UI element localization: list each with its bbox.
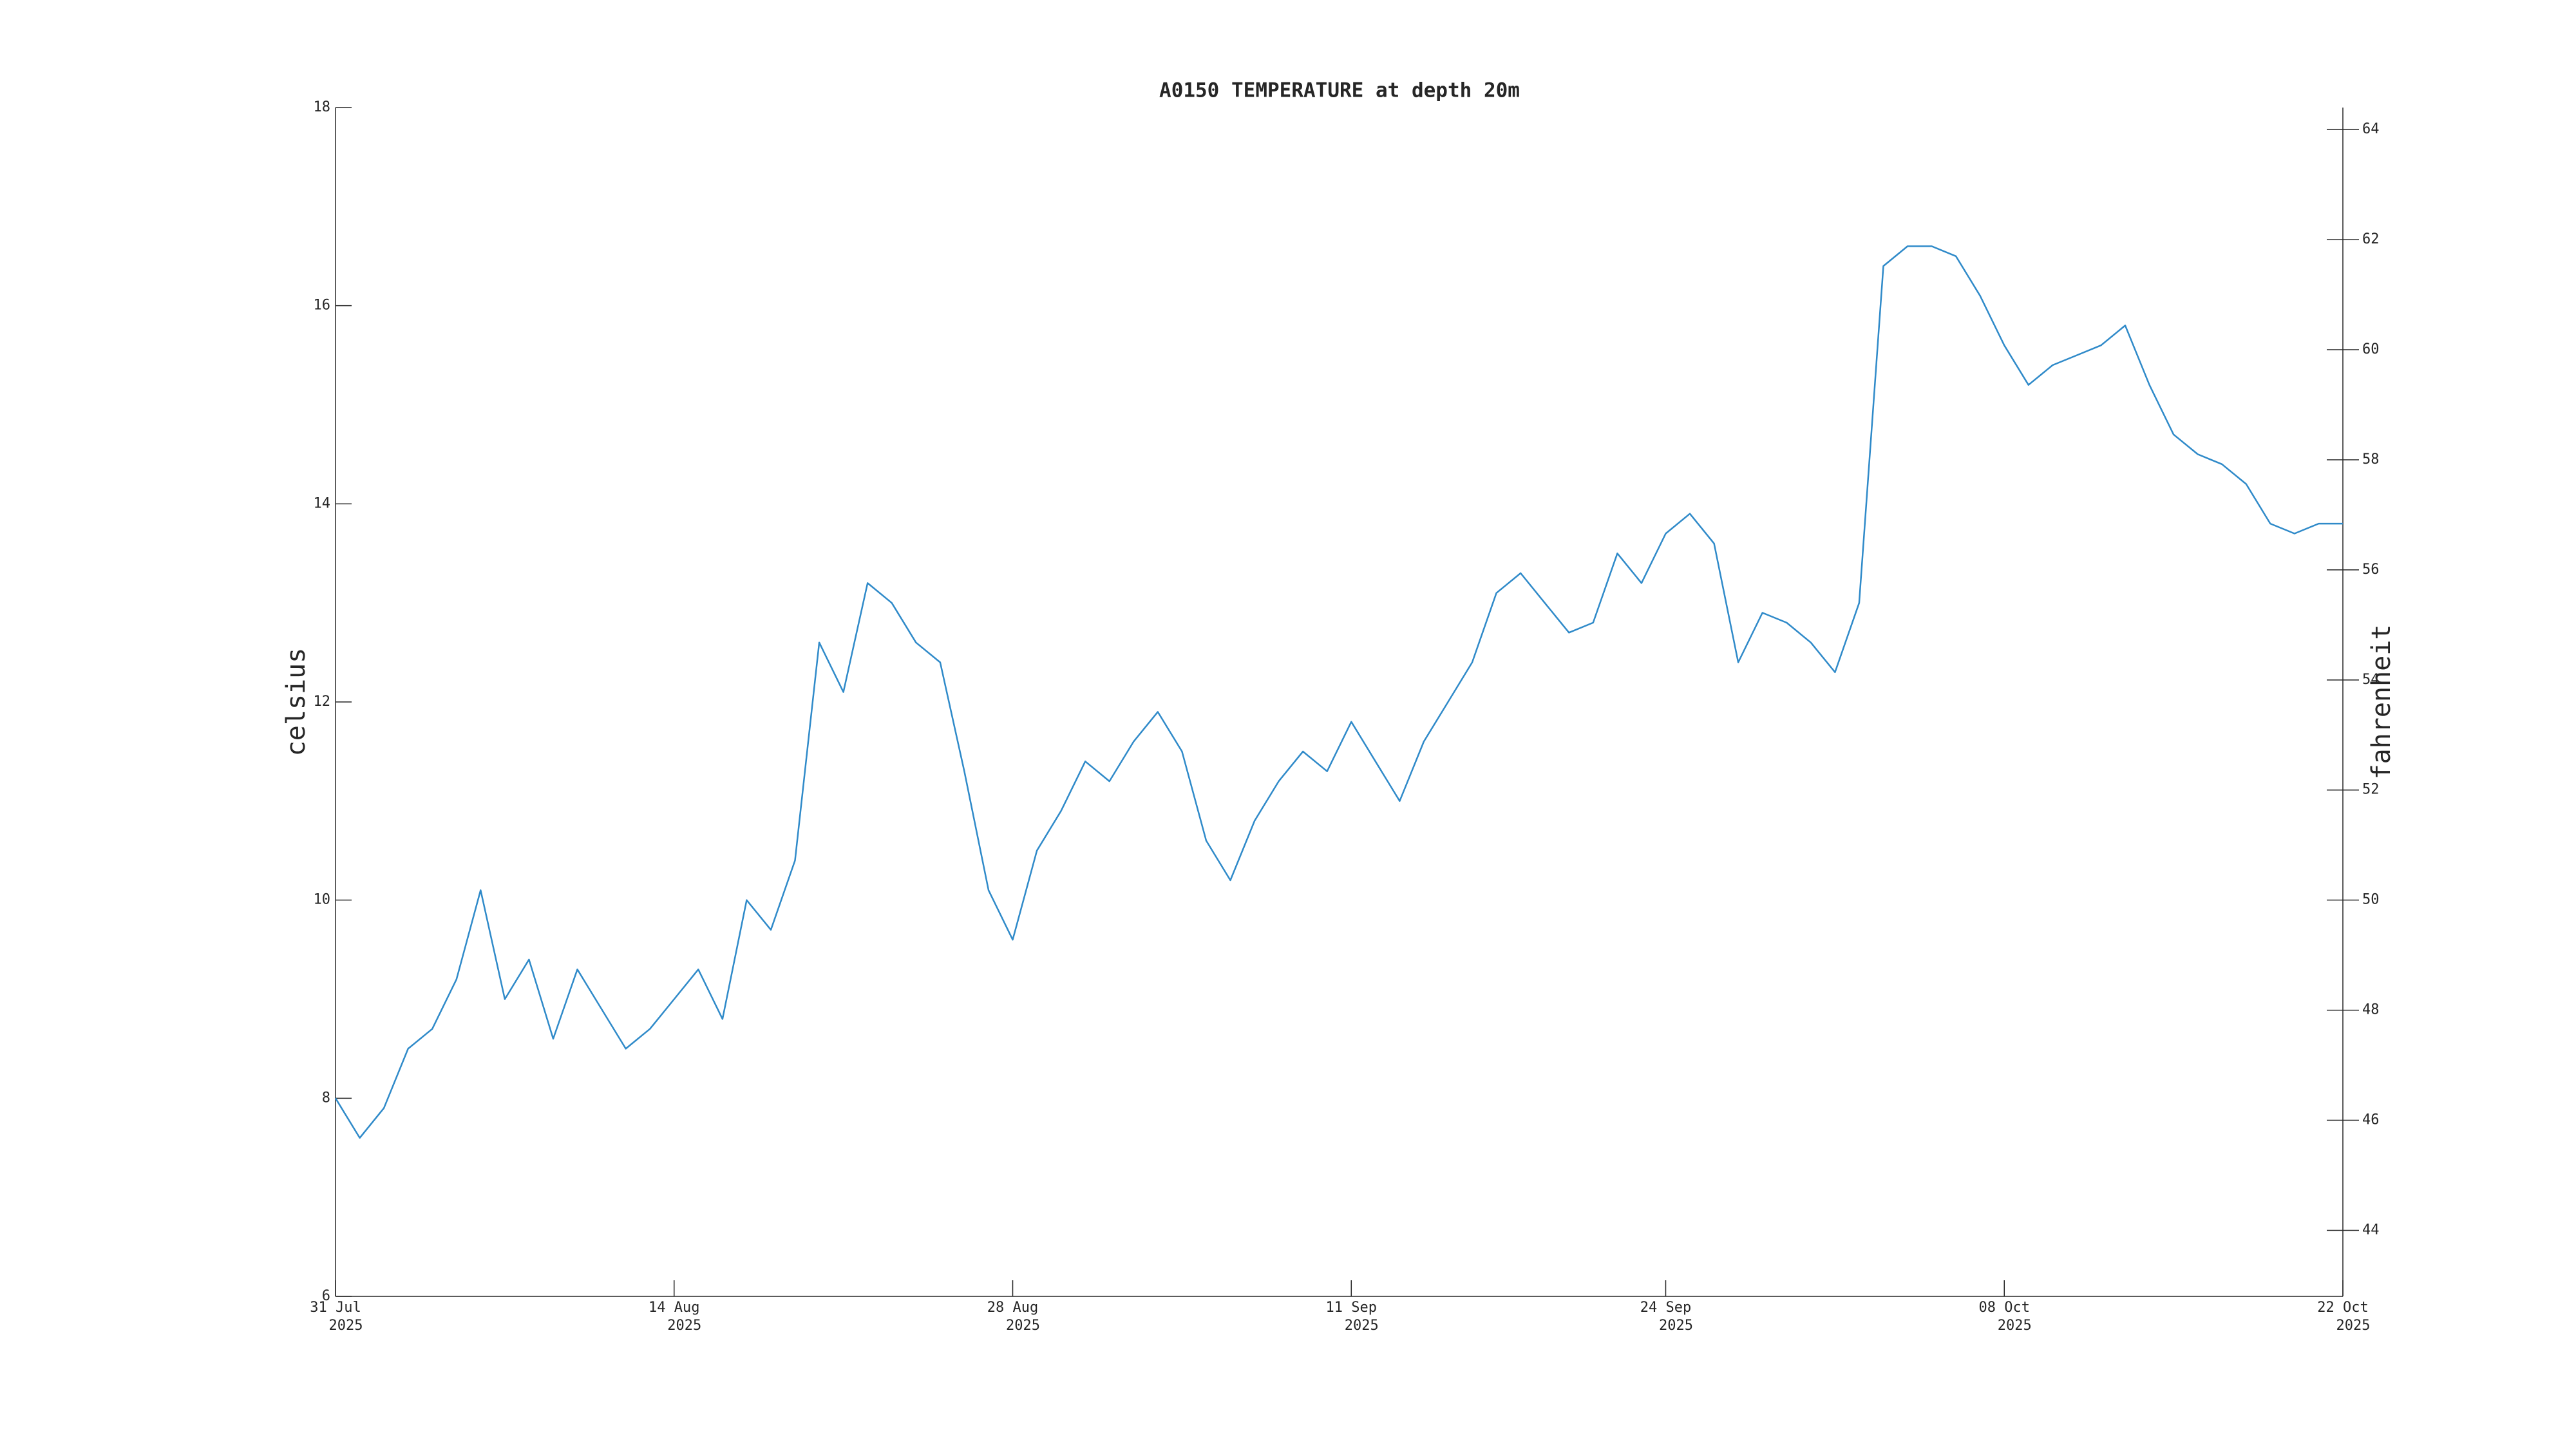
y2-tick-label: 46 [2362,1112,2380,1128]
y-tick-label: 14 [314,495,331,511]
x-tick-label: 2025 [667,1318,701,1334]
x-tick-label: 2025 [1345,1318,1379,1334]
y2-tick-label: 56 [2362,562,2380,578]
y-tick-label: 10 [314,892,331,908]
x-tick-label: 22 Oct [2317,1300,2368,1316]
x-tick-label: 2025 [329,1318,363,1334]
y2-axis-label: fahrenheit [2367,625,2396,780]
x-tick-label: 24 Sep [1640,1300,1691,1316]
chart-title: A0150 TEMPERATURE at depth 20m [1159,79,1520,102]
y-tick-label: 12 [314,694,331,710]
y-tick-label: 18 [314,99,331,115]
x-tick-label: 2025 [1659,1318,1693,1334]
x-tick-label: 2025 [1006,1318,1040,1334]
y2-tick-label: 52 [2362,782,2380,798]
y-tick-label: 6 [322,1288,330,1304]
x-tick-label: 2025 [2336,1318,2371,1334]
x-tick-label: 14 Aug [649,1300,699,1316]
y-axis-label: celsius [281,648,311,757]
y2-tick-label: 54 [2362,672,2380,688]
x-tick-label: 28 Aug [987,1300,1038,1316]
x-tick-label: 31 Jul [310,1300,361,1316]
y2-tick-label: 60 [2362,341,2380,357]
y2-tick-label: 44 [2362,1222,2380,1238]
y-tick-label: 16 [314,298,331,314]
x-tick-label: 2025 [1998,1318,2032,1334]
y-tick-label: 8 [322,1090,330,1106]
y2-tick-label: 58 [2362,451,2380,468]
x-tick-label: 08 Oct [1978,1300,2029,1316]
data-line [334,245,2343,1139]
y2-tick-label: 64 [2362,121,2380,137]
y2-tick-label: 62 [2362,231,2380,247]
x-tick-label: 11 Sep [1326,1300,1377,1316]
y2-tick-label: 50 [2362,892,2380,908]
y2-tick-label: 48 [2362,1002,2380,1018]
